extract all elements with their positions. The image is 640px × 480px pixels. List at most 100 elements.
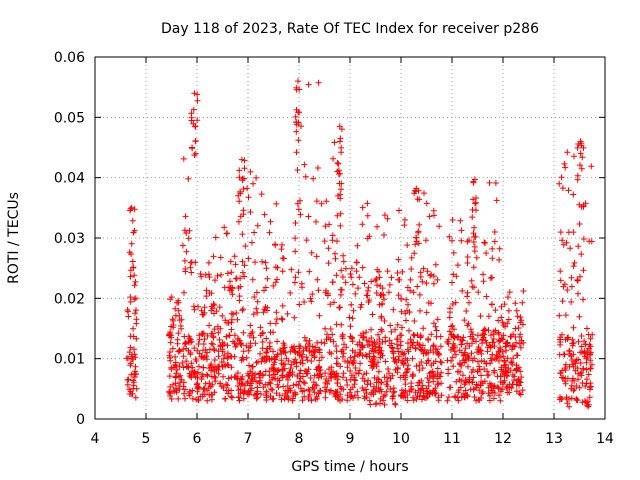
data-point: [481, 378, 488, 385]
data-point: [425, 335, 432, 342]
data-point: [353, 259, 360, 266]
data-point: [246, 362, 252, 369]
data-point: [481, 326, 488, 333]
data-point: [296, 86, 303, 93]
data-point: [368, 278, 375, 285]
data-point: [279, 268, 286, 275]
data-point: [289, 369, 296, 376]
data-point: [127, 362, 134, 369]
data-point: [507, 342, 513, 349]
data-point: [348, 301, 355, 308]
data-point: [215, 363, 222, 370]
data-point: [194, 380, 201, 387]
data-point: [414, 283, 421, 290]
data-point: [477, 313, 484, 320]
data-point: [309, 384, 316, 391]
data-point: [447, 384, 454, 391]
data-point: [245, 255, 252, 262]
data-point: [360, 334, 367, 341]
data-point: [237, 275, 244, 282]
data-point: [562, 365, 568, 372]
data-point: [281, 395, 288, 402]
data-point: [517, 391, 524, 398]
data-point: [573, 395, 580, 402]
data-point: [239, 175, 246, 182]
data-point: [332, 393, 339, 400]
data-point: [228, 374, 235, 381]
data-point: [273, 200, 280, 207]
data-point: [497, 397, 504, 404]
data-point: [580, 236, 587, 242]
data-point: [316, 312, 323, 319]
data-point: [334, 238, 340, 245]
data-point: [240, 389, 247, 396]
data-point: [480, 271, 487, 278]
data-point: [249, 370, 256, 377]
data-point: [201, 304, 208, 311]
data-point: [244, 185, 251, 192]
data-point: [361, 371, 367, 378]
data-point: [488, 274, 495, 281]
data-point: [249, 329, 256, 335]
data-point: [370, 387, 377, 394]
data-point: [206, 274, 213, 281]
data-point: [315, 287, 322, 294]
data-point: [404, 242, 411, 249]
data-point: [437, 343, 444, 350]
data-point: [285, 357, 292, 364]
data-point: [176, 317, 183, 324]
data-point: [444, 357, 451, 364]
data-point: [188, 114, 195, 121]
data-point: [417, 273, 424, 280]
data-point: [496, 256, 503, 263]
data-point: [128, 353, 135, 360]
data-point: [486, 397, 493, 404]
data-point: [516, 378, 523, 385]
data-point: [396, 207, 402, 214]
data-point: [409, 372, 416, 379]
data-point: [405, 301, 411, 308]
data-point: [333, 272, 340, 279]
data-point: [368, 362, 374, 369]
data-point: [568, 274, 575, 281]
data-point: [302, 173, 309, 180]
data-point: [273, 390, 280, 397]
data-point: [291, 279, 298, 286]
data-point: [587, 357, 594, 364]
data-point: [299, 284, 305, 291]
data-point: [389, 395, 396, 402]
data-point: [476, 363, 483, 370]
data-point: [292, 356, 299, 363]
data-point: [471, 224, 478, 231]
data-point: [413, 234, 420, 241]
data-point: [131, 227, 138, 234]
data-point: [166, 373, 173, 380]
data-point: [396, 276, 403, 283]
data-point: [571, 259, 578, 266]
data-point: [348, 393, 355, 400]
data-point: [463, 308, 470, 314]
data-point: [324, 331, 330, 338]
data-point: [580, 267, 587, 274]
data-point: [247, 168, 254, 175]
data-point: [272, 320, 279, 327]
data-point: [495, 317, 502, 324]
data-point: [568, 299, 575, 305]
data-point: [124, 307, 131, 313]
data-point: [295, 382, 302, 389]
data-point: [395, 256, 402, 263]
data-point: [261, 211, 268, 218]
data-point: [262, 381, 269, 388]
data-point: [306, 391, 313, 398]
data-point: [236, 337, 243, 344]
data-point: [281, 365, 288, 372]
data-point: [478, 372, 485, 379]
data-point: [499, 336, 506, 343]
data-point: [587, 365, 594, 372]
data-point: [557, 229, 564, 236]
data-point: [331, 299, 337, 306]
data-point: [510, 331, 517, 338]
data-point: [384, 383, 391, 390]
data-point: [364, 292, 371, 299]
data-point: [559, 298, 566, 305]
